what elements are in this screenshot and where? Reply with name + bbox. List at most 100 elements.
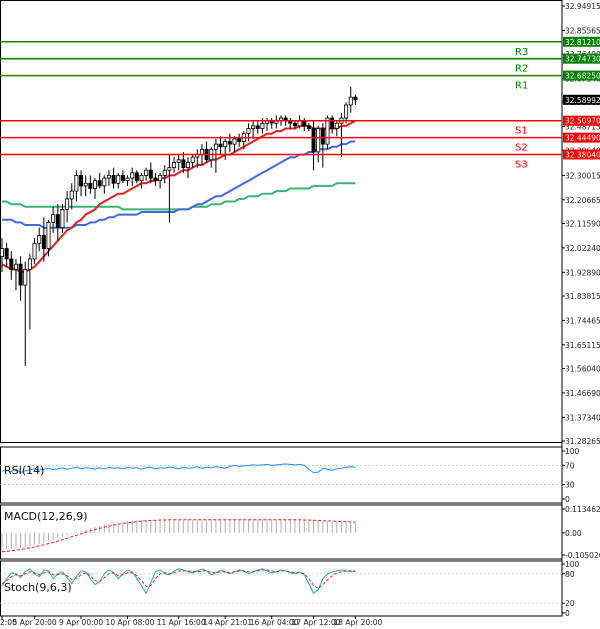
candle-body: [74, 175, 79, 192]
macd-panel-frame: [0, 504, 563, 560]
candle-body: [69, 190, 74, 200]
level-label-s3: S3: [515, 159, 528, 170]
candle-body: [139, 175, 144, 182]
price-tick-label: 31.46690: [565, 389, 600, 398]
time-tick-label: 5 Apr 20:00: [13, 618, 57, 627]
candle-body: [13, 263, 18, 270]
price-tick-label: 32.11590: [565, 220, 600, 229]
candle-body: [37, 235, 42, 244]
rsi-panel: 100 70 30 0 RSI(14): [0, 446, 580, 504]
candle-body: [120, 175, 125, 182]
candle-body: [153, 177, 158, 182]
candle-body: [353, 96, 358, 101]
candle-body: [306, 125, 311, 129]
level-price-tag: [563, 53, 600, 64]
price-tick-label: 32.20665: [565, 196, 600, 205]
last-price-value: 32.58992: [565, 96, 600, 105]
candle-body: [237, 138, 242, 142]
candle-body: [162, 169, 167, 176]
price-tick-label: 31.65115: [565, 341, 600, 350]
time-tick-label: 14 Apr 21:01: [203, 618, 252, 627]
candle-body: [27, 258, 32, 270]
candle-body: [41, 235, 46, 249]
level-label-r2: R2: [515, 64, 528, 75]
level-price-value: 32.38040: [565, 150, 600, 159]
candle-body: [88, 182, 93, 189]
price-tick-label: 32.02240: [565, 244, 600, 253]
candle-body: [172, 161, 177, 169]
price-tick-label: 32.85565: [565, 26, 600, 35]
candle-body: [148, 169, 153, 179]
time-tick-label: 11 Apr 16:00: [157, 618, 206, 627]
macd-tick-label: 0.00: [565, 529, 582, 538]
candle-body: [251, 125, 256, 129]
stoch-tick-label: 0: [565, 609, 570, 618]
level-price-value: 32.81210: [565, 38, 600, 47]
level-price-tag: [563, 115, 600, 126]
time-tick-label: 16 Apr 04:00: [250, 618, 299, 627]
macd-signal-line: [1, 519, 356, 553]
candle-body: [223, 141, 228, 148]
price-tick-label: 31.83815: [565, 292, 600, 301]
level-price-value: 32.68250: [565, 72, 600, 81]
candle-body: [9, 258, 14, 270]
main-price-panel: 32.9491532.8556532.7649032.6714032.58065…: [0, 0, 600, 616]
time-axis: 2:005 Apr 20:00 9 Apr 00:00 10 Apr 08:00 11…: [0, 615, 562, 627]
candle-body: [32, 242, 37, 260]
level-price-value: 32.74730: [565, 55, 600, 64]
candle-body: [158, 175, 163, 182]
candle-body: [330, 117, 335, 129]
candle-body: [60, 208, 65, 229]
candle-body: [51, 214, 56, 223]
level-label-r3: R3: [515, 47, 528, 58]
price-tick-label: 31.92890: [565, 268, 600, 277]
candle-body: [260, 122, 265, 129]
price-tick-label: 31.74465: [565, 316, 600, 325]
candle-body: [167, 167, 172, 171]
candle-body: [0, 248, 4, 257]
candle-body: [23, 269, 28, 286]
time-tick-label: 17 Apr 12:00: [292, 618, 341, 627]
candle-body: [102, 177, 107, 187]
candle-body: [130, 172, 135, 179]
rsi-line: [1, 463, 356, 474]
stoch-tick-label: 80: [565, 570, 575, 579]
last-price-tag: [563, 94, 600, 105]
level-label-s2: S2: [515, 143, 528, 154]
price-tick-label: 32.30015: [565, 171, 600, 180]
candle-body: [255, 125, 260, 129]
time-tick-label: 9 Apr 00:00: [59, 618, 103, 627]
rsi-name: RSI(14): [4, 464, 44, 477]
rsi-tick-label: 100: [565, 447, 580, 456]
candle-body: [213, 143, 218, 150]
candle-body: [185, 161, 190, 169]
candle-body: [144, 169, 149, 176]
price-tick-label: 31.37340: [565, 413, 600, 422]
candle-body: [65, 198, 70, 210]
level-price-tag: [563, 132, 600, 143]
price-tick-label: 31.28265: [565, 437, 600, 446]
candle-body: [46, 222, 51, 249]
time-tick-label: 18 Apr 20:00: [333, 618, 382, 627]
candle-body: [55, 214, 60, 229]
candle-body: [292, 122, 297, 127]
candle-body: [176, 159, 181, 163]
candle-body: [83, 182, 88, 187]
level-price-tag: [563, 36, 600, 47]
macd-tick-label: 0.113462: [565, 505, 600, 514]
macd-tick-label: -0.105026: [565, 551, 600, 560]
candle-body: [4, 248, 9, 260]
stoch-tick-label: 100: [565, 560, 580, 569]
candle-body: [111, 175, 116, 184]
rsi-tick-label: 30: [565, 481, 575, 490]
moving-average-green: [2, 182, 356, 211]
rsi-tick-label: 70: [565, 461, 575, 470]
level-price-value: 32.50970: [565, 117, 600, 126]
price-tick-label: 32.94915: [565, 2, 600, 11]
price-tick-label: 32.48715: [565, 123, 600, 132]
candle-body: [218, 143, 223, 148]
main-panel-frame: [0, 0, 563, 443]
candle-body: [79, 175, 84, 187]
level-price-value: 32.44490: [565, 134, 600, 143]
